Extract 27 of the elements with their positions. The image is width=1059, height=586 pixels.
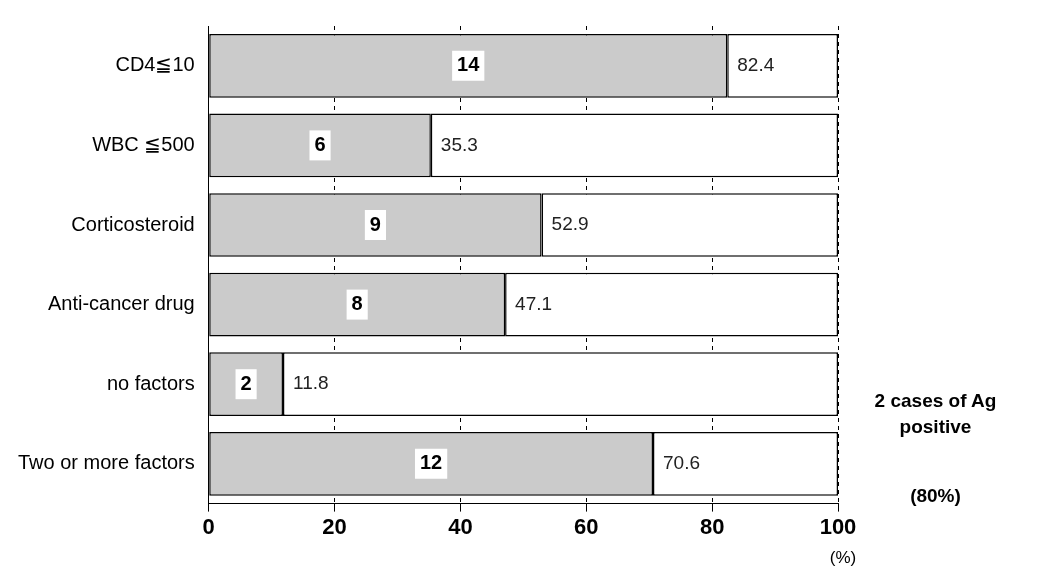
data-label: 82.4 — [737, 54, 775, 76]
annotation: 14 — [457, 53, 481, 76]
data-label: 70.6 — [662, 452, 700, 474]
y-tick-label: no factors — [106, 371, 195, 394]
data-label: 11.8 — [292, 372, 329, 394]
y-tick-label: CD4≦10 — [115, 53, 195, 76]
x-tick-label: 60 — [574, 513, 599, 539]
x-tick-label: 20 — [322, 513, 347, 539]
y-tick-label: Anti-cancer drug — [47, 292, 195, 315]
x-tick-label: 0 — [202, 513, 215, 539]
y-tick-label: WBC ≦500 — [92, 132, 195, 155]
annotation: 12 — [419, 451, 443, 474]
annotation: 8 — [351, 292, 363, 315]
annotation: 2 — [240, 371, 252, 394]
annotation: 6 — [314, 132, 326, 155]
annotation: 9 — [369, 212, 381, 235]
data-label: 52.9 — [551, 213, 589, 235]
x-tick-label: 80 — [699, 513, 725, 539]
x-tick-label: 40 — [448, 513, 473, 539]
y-tick-label: Two or more factors — [18, 451, 195, 474]
data-label: 47.1 — [515, 292, 553, 314]
data-label: 35.3 — [440, 133, 478, 155]
text: (80%) — [909, 484, 962, 508]
y-tick-label: Corticosteroid — [71, 212, 195, 235]
text: 2 cases of Ag positive — [873, 389, 998, 439]
x-tick-label: 100 — [819, 513, 857, 539]
x-axis-title: (%) — [828, 548, 858, 568]
